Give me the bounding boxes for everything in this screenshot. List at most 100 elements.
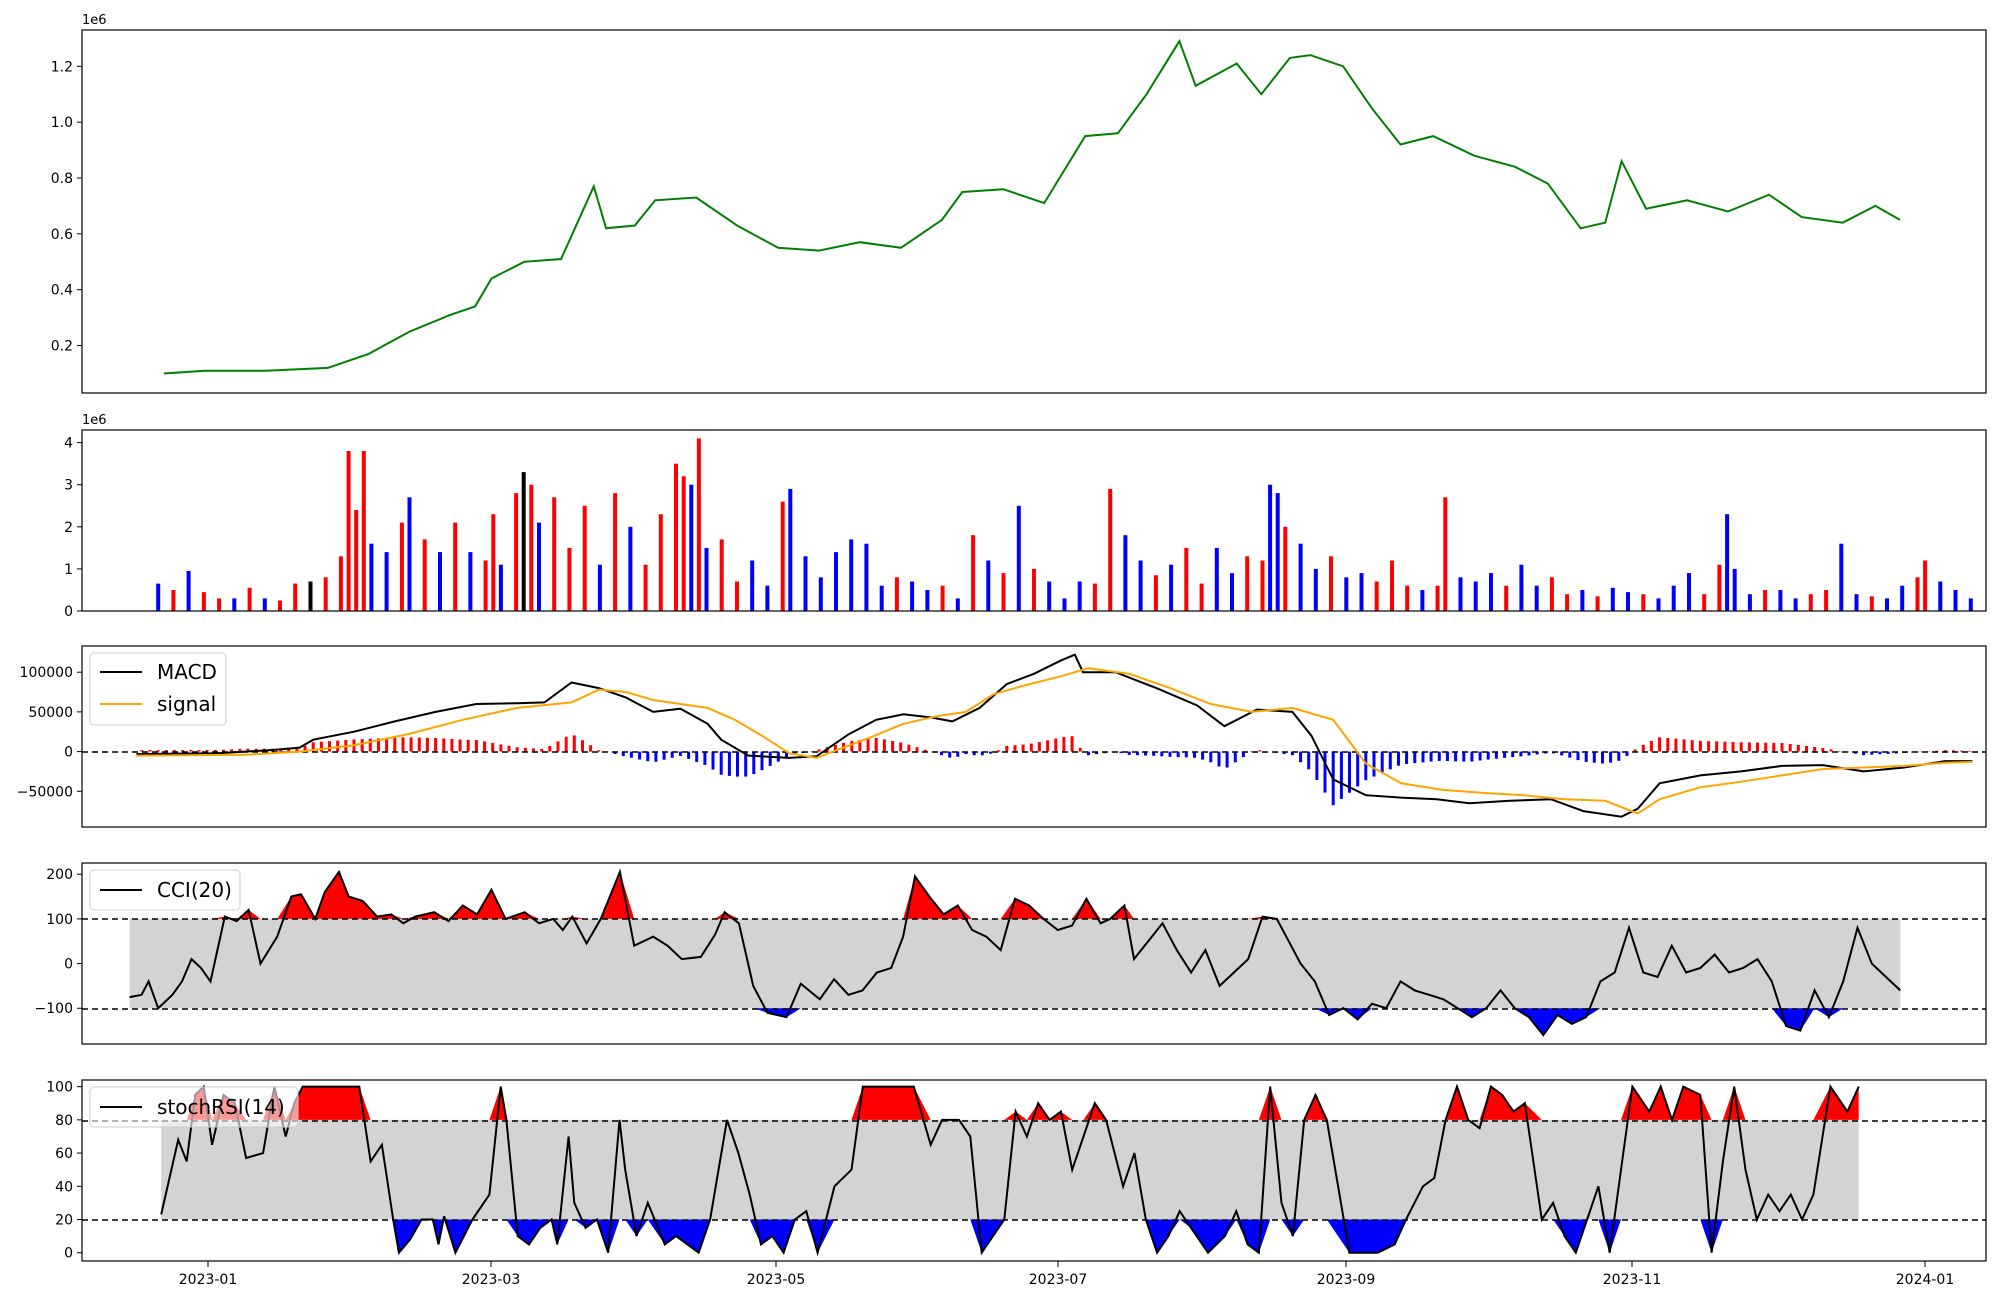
volume-bar [1275, 493, 1280, 611]
volume-bar [765, 585, 770, 611]
volume-bar [1824, 590, 1829, 611]
x-tick-label: 2023-11 [1603, 1272, 1662, 1288]
macd-histogram-bar [621, 751, 625, 756]
volume-bar [1108, 488, 1113, 611]
macd-histogram-bar [458, 739, 462, 752]
macd-histogram-bar [1666, 738, 1670, 752]
macd-histogram-bar [1870, 751, 1874, 755]
x-tick-label: 2023-07 [1029, 1272, 1088, 1288]
volume-bar [788, 488, 793, 611]
macd-histogram-bar [181, 750, 185, 752]
macd-histogram-bar [1527, 751, 1531, 756]
macd-histogram-bar [1486, 751, 1490, 760]
macd-histogram-bar [711, 751, 715, 770]
macd-histogram-bar [907, 744, 911, 752]
macd-histogram-bar [507, 745, 511, 752]
macd-histogram-bar [1731, 742, 1735, 752]
overbought-fill [161, 1086, 1859, 1120]
volume-bar [323, 577, 328, 611]
volume-bar [1580, 590, 1585, 611]
macd-histogram-bar [523, 747, 527, 752]
volume-bar [1169, 564, 1174, 611]
signal-line [136, 667, 1973, 815]
overbought-fill [129, 871, 1901, 919]
legend-stochrsi-label: stochRSI(14) [157, 1095, 285, 1119]
volume-bar [674, 463, 678, 611]
volume-bar [1953, 590, 1958, 611]
volume-bar [1062, 598, 1067, 611]
macd-histogram-bar [1886, 751, 1890, 754]
volume-bar [1153, 575, 1158, 611]
macd-histogram-bar [1829, 749, 1833, 752]
macd-histogram-bar [238, 749, 242, 752]
macd-histogram-bar [597, 750, 601, 752]
cci-extreme-fills [129, 871, 1901, 1036]
volume-bar [1671, 585, 1676, 611]
macd-histogram-bar [336, 740, 340, 752]
volume-y-tick-label: 4 [64, 436, 73, 452]
macd-histogram-bar [1739, 742, 1743, 752]
volume-bar [780, 501, 785, 611]
volume-bar [171, 590, 176, 611]
volume-bar [1458, 577, 1463, 611]
volume-bar [201, 592, 206, 611]
macd-histogram-bar [246, 748, 250, 752]
macd-histogram-bar [695, 751, 699, 762]
macd-histogram-bar [1674, 738, 1678, 752]
stochrsi-y-ticks: 100 80 60 40 20 0 [46, 1080, 82, 1262]
macd-histogram-bar [1119, 751, 1123, 754]
volume-bar [681, 476, 686, 611]
volume-bar [1732, 568, 1737, 611]
macd-histogram-bar [1592, 751, 1596, 763]
macd-histogram-bar [1397, 751, 1400, 766]
volume-bar [689, 484, 694, 611]
macd-histogram-bar [1046, 740, 1050, 752]
volume-bar [658, 514, 663, 611]
volume-bar [1245, 556, 1250, 611]
volume-bar [407, 497, 412, 611]
macd-histogram-bar [1690, 740, 1694, 752]
macd-histogram-bar [1625, 751, 1629, 756]
volume-bar [1329, 556, 1333, 611]
stochrsi-y-tick-label: 20 [55, 1212, 73, 1228]
macd-histogram-bar [164, 750, 168, 752]
volume-bar [1938, 581, 1943, 611]
macd-histogram-bar [1960, 750, 1963, 752]
volume-bar [925, 590, 930, 611]
volume-bar [834, 552, 838, 611]
volume-bar [582, 505, 587, 611]
x-tick-label: 2023-03 [462, 1272, 521, 1288]
volume-bar [422, 539, 427, 611]
volume-y-tick-label: 3 [64, 478, 73, 494]
macd-histogram-bar [662, 751, 666, 760]
macd-histogram-bar [1135, 751, 1139, 756]
macd-histogram-bar [466, 739, 470, 752]
macd-histogram-bar [1878, 751, 1882, 755]
volume-y-tick-label: 2 [64, 520, 73, 536]
macd-histogram-bar [1037, 742, 1041, 752]
volume-bar [1092, 583, 1097, 611]
macd-histogram-bar [1339, 751, 1343, 799]
volume-bar [643, 564, 648, 611]
macd-histogram-bar [1943, 750, 1947, 752]
price-frame [81, 29, 1987, 394]
macd-histogram-bar [1127, 751, 1131, 755]
volume-bar [818, 577, 823, 611]
stochrsi-panel: 100 80 60 40 20 0 stochRSI(14) 2023-01 2023-03… [46, 1079, 1987, 1288]
volume-bar [1047, 581, 1052, 611]
macd-histogram-bar [785, 751, 788, 758]
volume-bar [1032, 568, 1036, 611]
volume-bar [384, 552, 389, 611]
macd-histogram-bar [1494, 751, 1498, 759]
macd-histogram-bar [377, 738, 380, 752]
cci-y-tick-label: 200 [46, 867, 73, 883]
macd-histogram-bar [858, 739, 862, 752]
macd-histogram-bar [972, 751, 976, 756]
volume-bar [1443, 497, 1448, 611]
stochrsi-legend: stochRSI(14) [89, 1086, 299, 1128]
volume-bar [1435, 585, 1440, 611]
macd-histogram-bar [629, 751, 633, 758]
macd-histogram-bar [1503, 751, 1507, 758]
macd-histogram-bar [1380, 751, 1384, 773]
cci-y-tick-label: 100 [46, 912, 73, 928]
